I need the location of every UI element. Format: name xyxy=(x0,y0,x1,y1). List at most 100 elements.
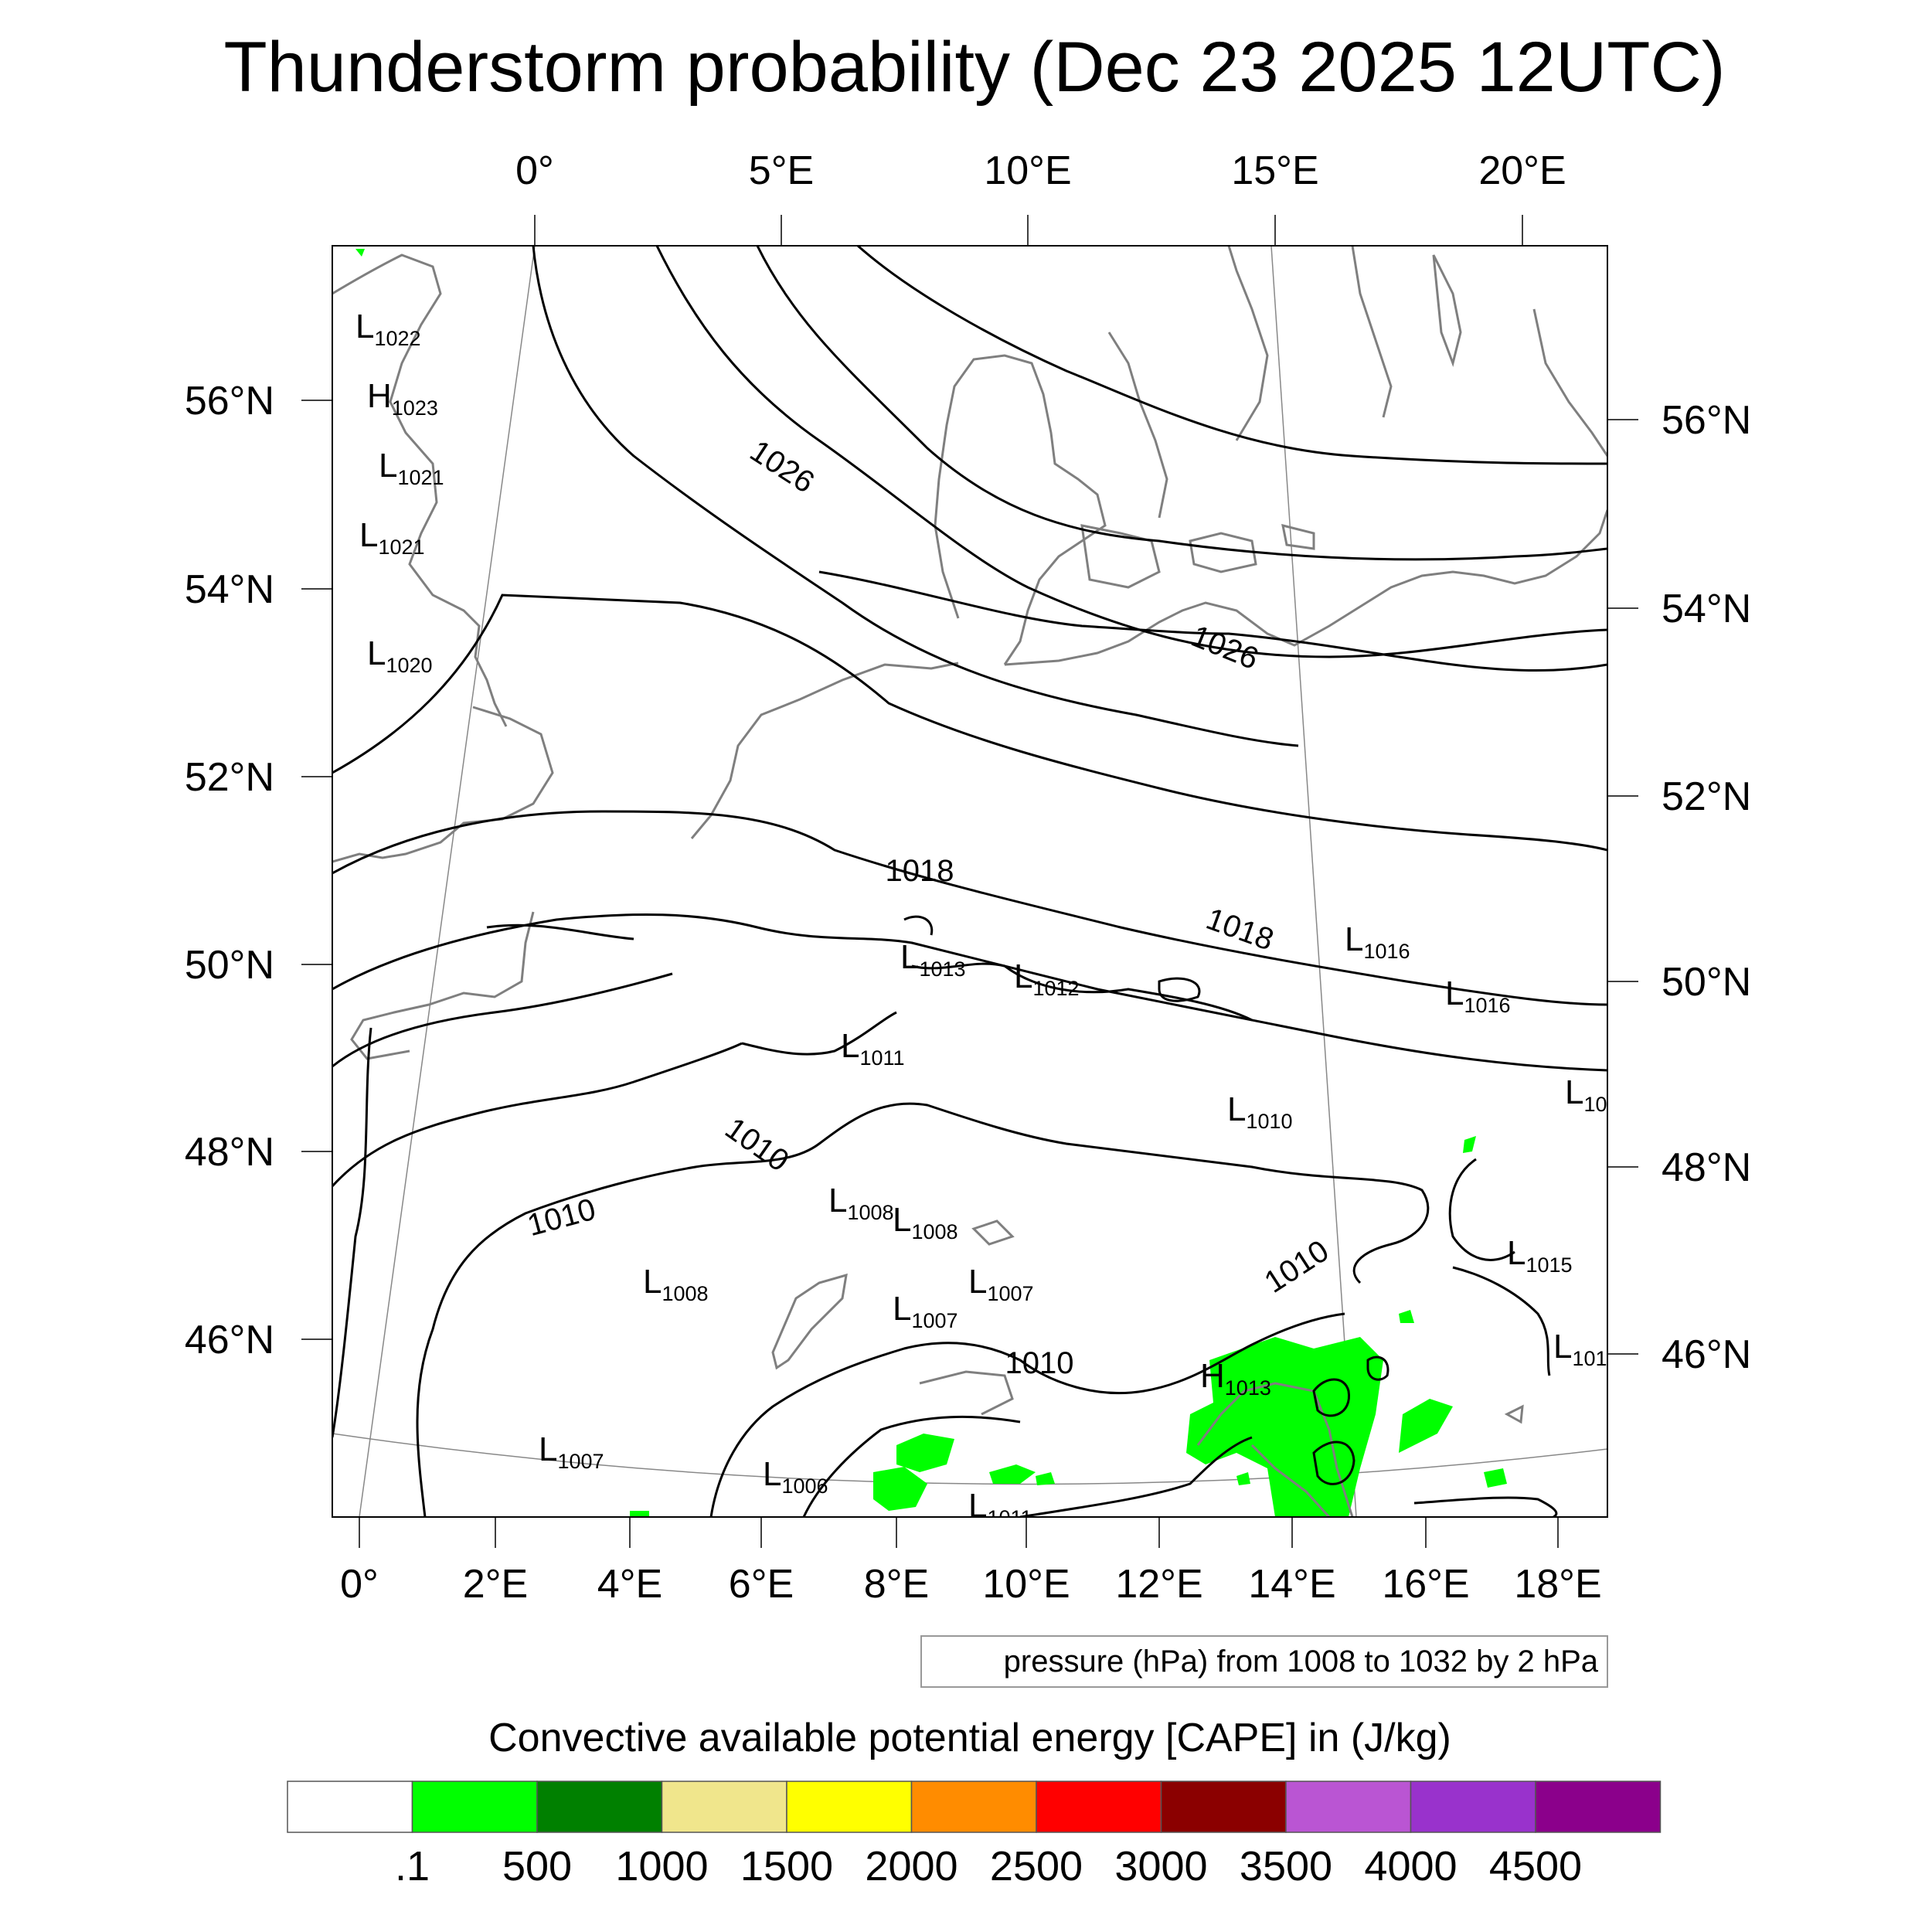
isobars xyxy=(332,246,1607,1517)
isobar-label: 1018 xyxy=(1202,902,1278,957)
left-lat-tick-label: 52°N xyxy=(185,755,274,800)
isobar-label: 1010 xyxy=(1259,1233,1335,1299)
pressure-center-type: L xyxy=(1565,1073,1583,1111)
pressure-center-type: L xyxy=(968,1263,987,1301)
colorbar-labels: .1 500 1000 1500 2000 2500 3000 3500 4000 4500 xyxy=(395,1843,1582,1889)
svg-text:H1013: H1013 xyxy=(1200,1357,1271,1400)
isobar-label: 1010 xyxy=(524,1192,599,1243)
colorbar-tick-label: .1 xyxy=(395,1843,430,1889)
isobar-label: 1026 xyxy=(1186,619,1263,676)
colorbar-swatch xyxy=(910,1781,1037,1833)
svg-text:L1011: L1011 xyxy=(968,1487,1032,1529)
colorbar-swatch xyxy=(287,1781,413,1833)
pressure-center-type: L xyxy=(1227,1090,1246,1128)
svg-text:L1020: L1020 xyxy=(367,634,433,677)
svg-text:L1011: L1011 xyxy=(841,1027,905,1070)
pressure-center-type: L xyxy=(1553,1328,1572,1366)
left-lat-tick-label: 48°N xyxy=(185,1130,274,1175)
bottom-lon-tick-label: 12°E xyxy=(1115,1562,1202,1607)
pressure-center-type: L xyxy=(841,1027,859,1065)
svg-text:L1016: L1016 xyxy=(1345,920,1410,963)
pressure-center-value: 1021 xyxy=(378,536,424,559)
svg-text:L1016: L1016 xyxy=(1445,975,1511,1017)
colorbar-tick-label: 4000 xyxy=(1364,1843,1457,1889)
pressure-center-value: 1011 xyxy=(987,1506,1032,1529)
pressure-center-value: 1016 xyxy=(1363,940,1410,963)
pressure-center-value: 1006 xyxy=(781,1475,828,1498)
svg-text:L101: L101 xyxy=(1553,1328,1607,1370)
top-lon-tick-label: 20°E xyxy=(1478,148,1566,193)
map-panel: 0° 5°E 10°E 15°E 20°E 0° 2°E 4°E 6°E 8°E… xyxy=(185,148,1751,1607)
pressure-center-type: L xyxy=(1014,957,1032,995)
svg-text:L1007: L1007 xyxy=(968,1263,1034,1305)
pressure-center-value: 1007 xyxy=(987,1282,1033,1305)
svg-text:L1021: L1021 xyxy=(379,447,444,489)
pressure-center-value: 1015 xyxy=(1526,1253,1572,1277)
coastlines xyxy=(332,246,1607,1517)
pressure-center-type: L xyxy=(900,938,919,976)
svg-text:L1006: L1006 xyxy=(763,1455,828,1498)
pressure-center-value: 1007 xyxy=(911,1309,957,1332)
svg-text:L1015: L1015 xyxy=(1507,1234,1573,1277)
pressure-center-value: 1011 xyxy=(859,1046,904,1070)
pressure-center-value: 1016 xyxy=(1464,994,1510,1017)
left-lat-tick-label: 50°N xyxy=(185,943,274,988)
right-lat-tick-label: 46°N xyxy=(1662,1332,1751,1377)
colorbar-tick-label: 1000 xyxy=(615,1843,708,1889)
top-lon-tick-label: 0° xyxy=(515,148,554,193)
svg-text:L10: L10 xyxy=(1565,1073,1607,1116)
map-frame xyxy=(332,245,1608,1518)
left-lat-tick-label: 56°N xyxy=(185,379,274,423)
pressure-center-type: H xyxy=(1200,1357,1225,1395)
pressure-center-value: 1008 xyxy=(847,1201,893,1224)
pressure-center-type: L xyxy=(359,516,378,554)
colorbar-swatch xyxy=(1036,1781,1162,1833)
svg-text:L1008: L1008 xyxy=(893,1201,958,1243)
right-lat-tick-label: 54°N xyxy=(1662,587,1751,631)
bottom-lon-tick-label: 10°E xyxy=(982,1562,1070,1607)
top-lon-tick-label: 15°E xyxy=(1231,148,1318,193)
pressure-note-box xyxy=(920,1635,1608,1688)
pressure-center-type: L xyxy=(367,634,386,672)
pressure-center-value: 101 xyxy=(1572,1347,1607,1370)
colorbar-swatch xyxy=(786,1781,913,1833)
pressure-center-value: 1008 xyxy=(911,1220,957,1243)
colorbar-swatch xyxy=(1160,1781,1287,1833)
colorbar-tick-label: 500 xyxy=(502,1843,572,1889)
colorbar-swatch xyxy=(1535,1781,1662,1833)
pressure-center-value: 1022 xyxy=(374,327,420,350)
bottom-lon-tick-label: 18°E xyxy=(1514,1562,1601,1607)
right-lat-tick-label: 50°N xyxy=(1662,960,1751,1005)
svg-text:L1010: L1010 xyxy=(1227,1090,1293,1133)
top-lon-tick-label: 10°E xyxy=(984,148,1071,193)
svg-text:L1013: L1013 xyxy=(900,938,966,981)
colorbar-tick-label: 1500 xyxy=(740,1843,833,1889)
pressure-center-type: L xyxy=(643,1263,662,1301)
colorbar-swatch xyxy=(1285,1781,1412,1833)
pressure-centers: L1022 H1023 L1021 L1021 L1020 L1016 L101… xyxy=(355,308,1607,1529)
pressure-center-type: L xyxy=(1445,975,1464,1012)
pressure-center-type: L xyxy=(763,1455,781,1493)
cape-fill xyxy=(355,249,1507,1517)
svg-text:L1021: L1021 xyxy=(359,516,425,559)
colorbar-swatch xyxy=(661,1781,787,1833)
left-lat-tick-label: 54°N xyxy=(185,567,274,612)
bottom-lon-tick-label: 2°E xyxy=(463,1562,528,1607)
pressure-center-type: L xyxy=(828,1182,847,1219)
pressure-center-value: 1023 xyxy=(392,396,438,420)
colorbar-swatch xyxy=(411,1781,538,1833)
bottom-lon-tick-label: 6°E xyxy=(729,1562,794,1607)
svg-text:L1022: L1022 xyxy=(355,308,421,350)
svg-text:L1007: L1007 xyxy=(539,1430,604,1473)
colorbar xyxy=(287,1781,1662,1833)
pressure-center-value: 1010 xyxy=(1246,1110,1292,1133)
bottom-lon-tick-label: 8°E xyxy=(864,1562,929,1607)
graticule xyxy=(332,246,1607,1517)
bottom-lon-tick-label: 0° xyxy=(340,1562,379,1607)
bottom-lon-tick-label: 16°E xyxy=(1382,1562,1469,1607)
pressure-center-value: 1013 xyxy=(1225,1376,1271,1400)
svg-text:L1008: L1008 xyxy=(828,1182,894,1224)
pressure-center-value: 1012 xyxy=(1032,977,1079,1000)
right-lat-tick-label: 56°N xyxy=(1662,398,1751,443)
